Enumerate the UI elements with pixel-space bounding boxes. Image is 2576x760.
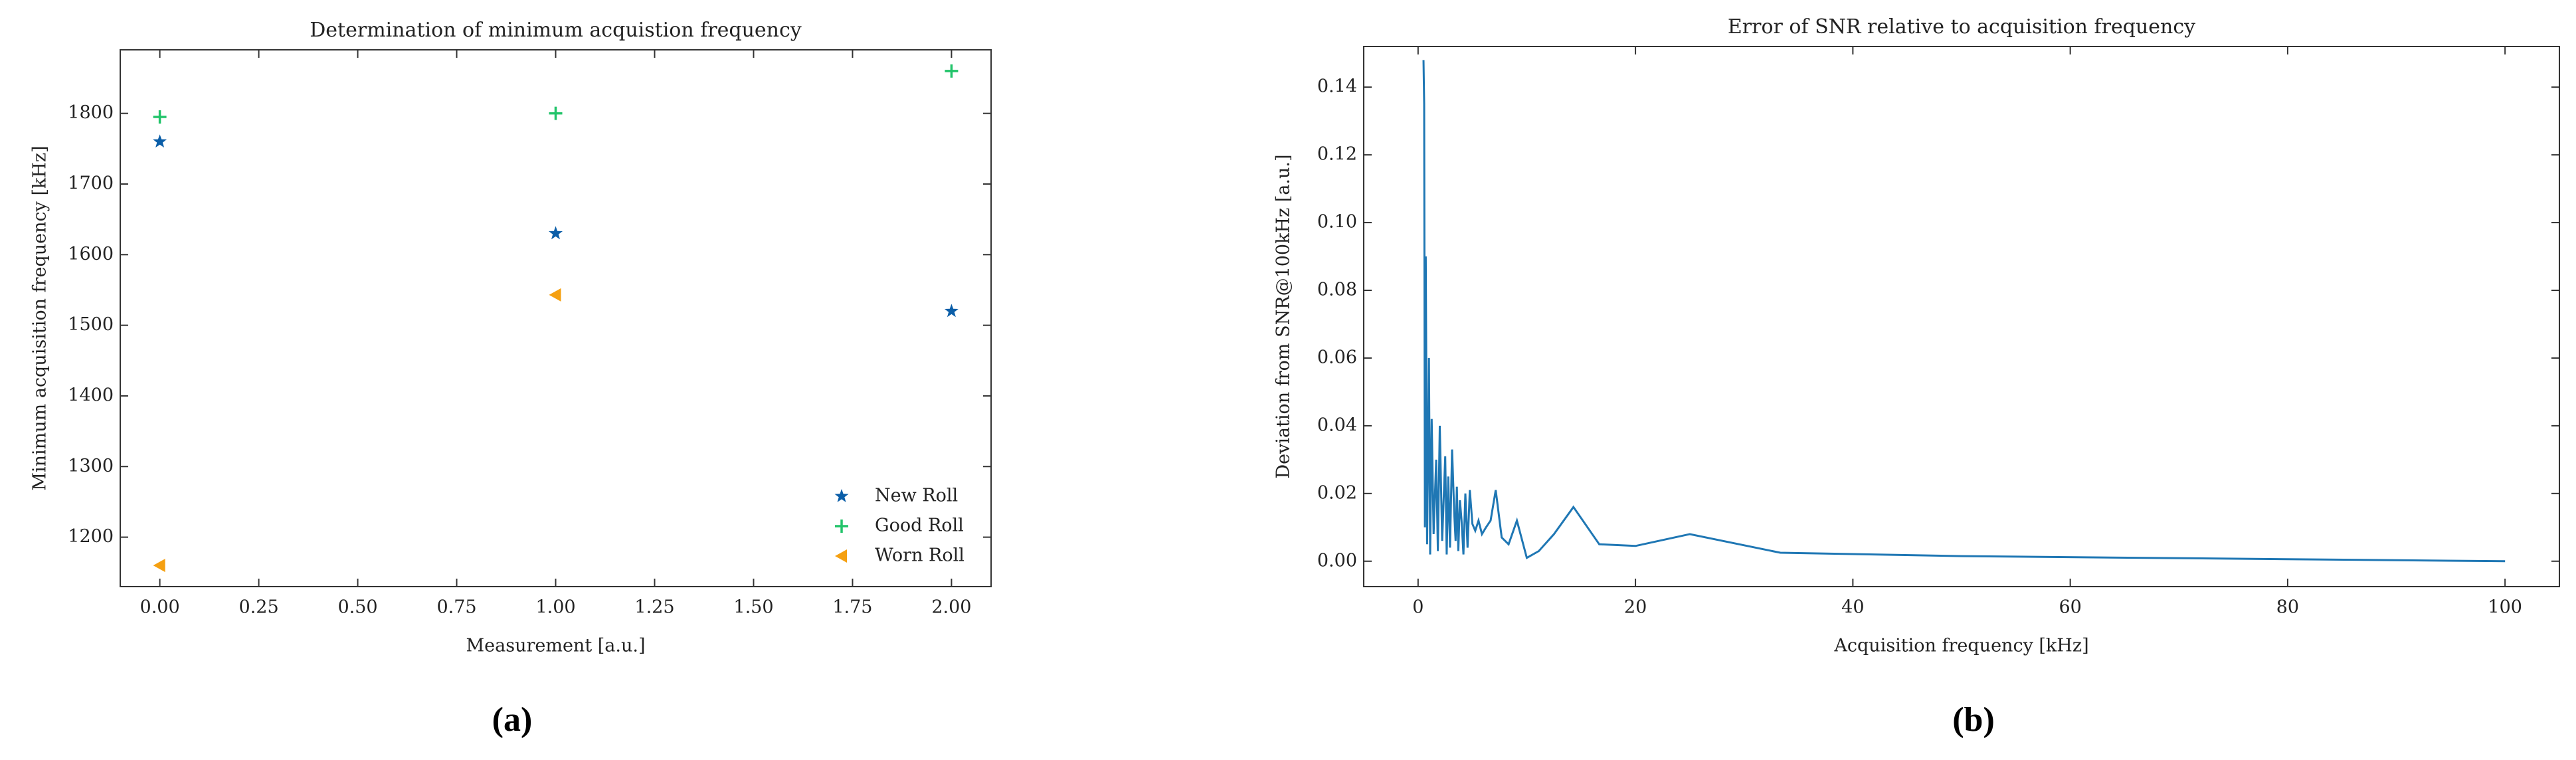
plot-frame xyxy=(120,49,992,587)
marker-plus xyxy=(945,64,959,78)
legend-label: Worn Roll xyxy=(875,545,965,566)
y-axis-label: Deviation from SNR@100kHz [a.u.] xyxy=(1273,154,1294,478)
x-tick-label: 1.50 xyxy=(733,597,773,618)
x-tick-label: 20 xyxy=(1624,597,1647,618)
x-tick-label: 60 xyxy=(2059,597,2081,618)
y-tick-label: 0.08 xyxy=(1317,279,1357,300)
y-tick-label: 1400 xyxy=(68,385,114,405)
y-tick-label: 1500 xyxy=(68,314,114,335)
marker-plus xyxy=(835,520,848,533)
y-tick-label: 0.00 xyxy=(1317,550,1357,571)
x-tick-label: 80 xyxy=(2276,597,2299,618)
y-tick-label: 0.04 xyxy=(1317,415,1357,435)
marker-star xyxy=(834,489,849,502)
x-tick-label: 0.00 xyxy=(140,597,180,618)
legend-label: New Roll xyxy=(875,486,958,506)
x-tick-label: 0.50 xyxy=(337,597,377,618)
x-tick-label: 1.00 xyxy=(535,597,575,618)
marker-plus xyxy=(549,106,563,120)
y-axis-label: Minimum acquisition frequency [kHz] xyxy=(30,145,50,490)
x-axis-label: Acquisition frequency [kHz] xyxy=(1833,636,2088,656)
y-tick-label: 0.12 xyxy=(1317,144,1357,165)
panel-label: (b) xyxy=(1952,701,1995,739)
marker-star xyxy=(153,134,167,148)
y-tick-label: 1700 xyxy=(68,173,114,194)
y-tick-label: 0.06 xyxy=(1317,347,1357,367)
data-line xyxy=(1422,60,2506,563)
x-tick-label: 0 xyxy=(1412,597,1424,618)
x-tick-label: 0.75 xyxy=(436,597,476,618)
panel-label: (a) xyxy=(492,701,533,739)
chart-title: Error of SNR relative to acquisition fre… xyxy=(1728,15,2195,39)
x-tick-label: 100 xyxy=(2488,597,2522,618)
marker-star xyxy=(944,304,959,318)
x-tick-label: 2.00 xyxy=(931,597,971,618)
marker-plus xyxy=(153,110,167,124)
y-tick-label: 1300 xyxy=(68,456,114,476)
x-tick-label: 1.75 xyxy=(832,597,872,618)
legend-label: Good Roll xyxy=(875,516,964,536)
marker-star xyxy=(549,226,563,240)
marker-triangle xyxy=(549,288,561,302)
chart-title: Determination of minimum acquistion freq… xyxy=(310,19,802,42)
y-tick-label: 1800 xyxy=(68,102,114,123)
x-tick-label: 1.25 xyxy=(634,597,674,618)
plot-frame xyxy=(1363,46,2560,587)
marker-triangle xyxy=(835,549,847,563)
y-tick-label: 0.14 xyxy=(1317,76,1357,97)
x-tick-label: 40 xyxy=(1841,597,1864,618)
y-tick-label: 0.02 xyxy=(1317,482,1357,503)
y-tick-label: 0.10 xyxy=(1317,212,1357,233)
y-tick-label: 1200 xyxy=(68,526,114,547)
y-tick-label: 1600 xyxy=(68,244,114,264)
x-tick-label: 0.25 xyxy=(239,597,279,618)
marker-triangle xyxy=(153,559,165,573)
x-axis-label: Measurement [a.u.] xyxy=(466,636,646,656)
